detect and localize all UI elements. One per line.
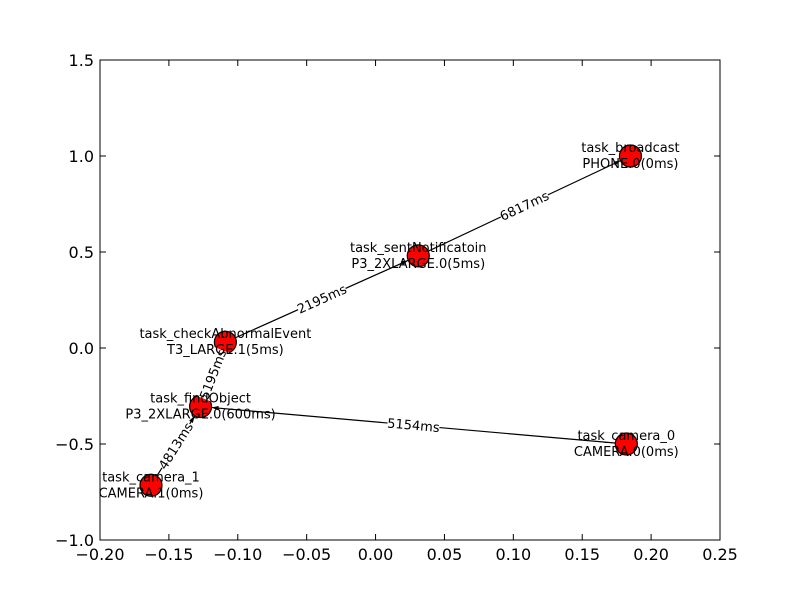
node-label-name: task_sentNotificatoin xyxy=(350,241,487,256)
x-tick-label: 0.20 xyxy=(633,545,669,564)
x-tick-label: 0.05 xyxy=(427,545,463,564)
x-tick-label: −0.10 xyxy=(213,545,262,564)
plot-frame xyxy=(99,59,721,541)
edge-label-background xyxy=(386,414,441,436)
y-tick-label: −0.5 xyxy=(55,435,94,454)
node-label-resource: T3_LARGE.1(5ms) xyxy=(166,343,284,358)
edge-arrowhead xyxy=(211,405,219,411)
nodes-layer xyxy=(139,144,643,497)
x-tick-label: 0.10 xyxy=(496,545,532,564)
edge-label: 5154ms xyxy=(387,417,441,437)
node-task_sentNotificatoin xyxy=(406,244,430,268)
edge-label-background xyxy=(154,419,197,473)
node-label-name: task_checkAbnormalEvent xyxy=(139,327,311,342)
y-tick-label: 0.0 xyxy=(69,339,94,358)
node-task_camera_0 xyxy=(614,432,638,456)
node-label-name: task_camera_1 xyxy=(102,470,200,485)
x-tick-label: −0.05 xyxy=(282,545,331,564)
node-label-resource: P3_2XLARGE.0(5ms) xyxy=(351,257,485,272)
node-task_broadcast xyxy=(618,144,643,168)
edge-label-background xyxy=(496,186,552,225)
y-tick-label: 1.0 xyxy=(69,147,94,166)
edge-label-group: 5154ms xyxy=(386,414,441,437)
node-label-name: task_broadcast xyxy=(581,141,679,156)
y-tick-label: 0.5 xyxy=(69,243,94,262)
edge-arrowhead xyxy=(613,160,621,166)
y-tick-label: −1.0 xyxy=(55,531,94,550)
edge-label-background xyxy=(195,346,230,402)
x-tick-label: 0.25 xyxy=(702,545,738,564)
x-tick-label: 0.00 xyxy=(358,545,394,564)
node-label-name: task_findObject xyxy=(150,392,251,407)
node-task_camera_1 xyxy=(139,473,163,497)
x-tick-label: 0.15 xyxy=(564,545,600,564)
node-label-resource: P3_2XLARGE.0(600ms) xyxy=(125,408,275,423)
y-tick-label: 1.5 xyxy=(69,51,94,70)
edge-arrowhead xyxy=(400,260,409,266)
node-label-resource: CAMERA.0(0ms) xyxy=(574,445,679,460)
edge-label-background xyxy=(294,280,349,317)
node-label-resource: CAMERA.1(0ms) xyxy=(99,486,204,501)
x-tick-label: −0.15 xyxy=(144,545,193,564)
node-label-name: task_camera_0 xyxy=(577,429,675,444)
edge-arrowhead xyxy=(189,415,195,423)
x-tick-label: −0.20 xyxy=(75,545,124,564)
ticks-layer: −0.20 −0.15 −0.10 −0.05 0.00 0.05 0.10 0.15 0.20… xyxy=(55,51,738,564)
node-label-resource: PHONE.0(0ms) xyxy=(582,157,678,172)
